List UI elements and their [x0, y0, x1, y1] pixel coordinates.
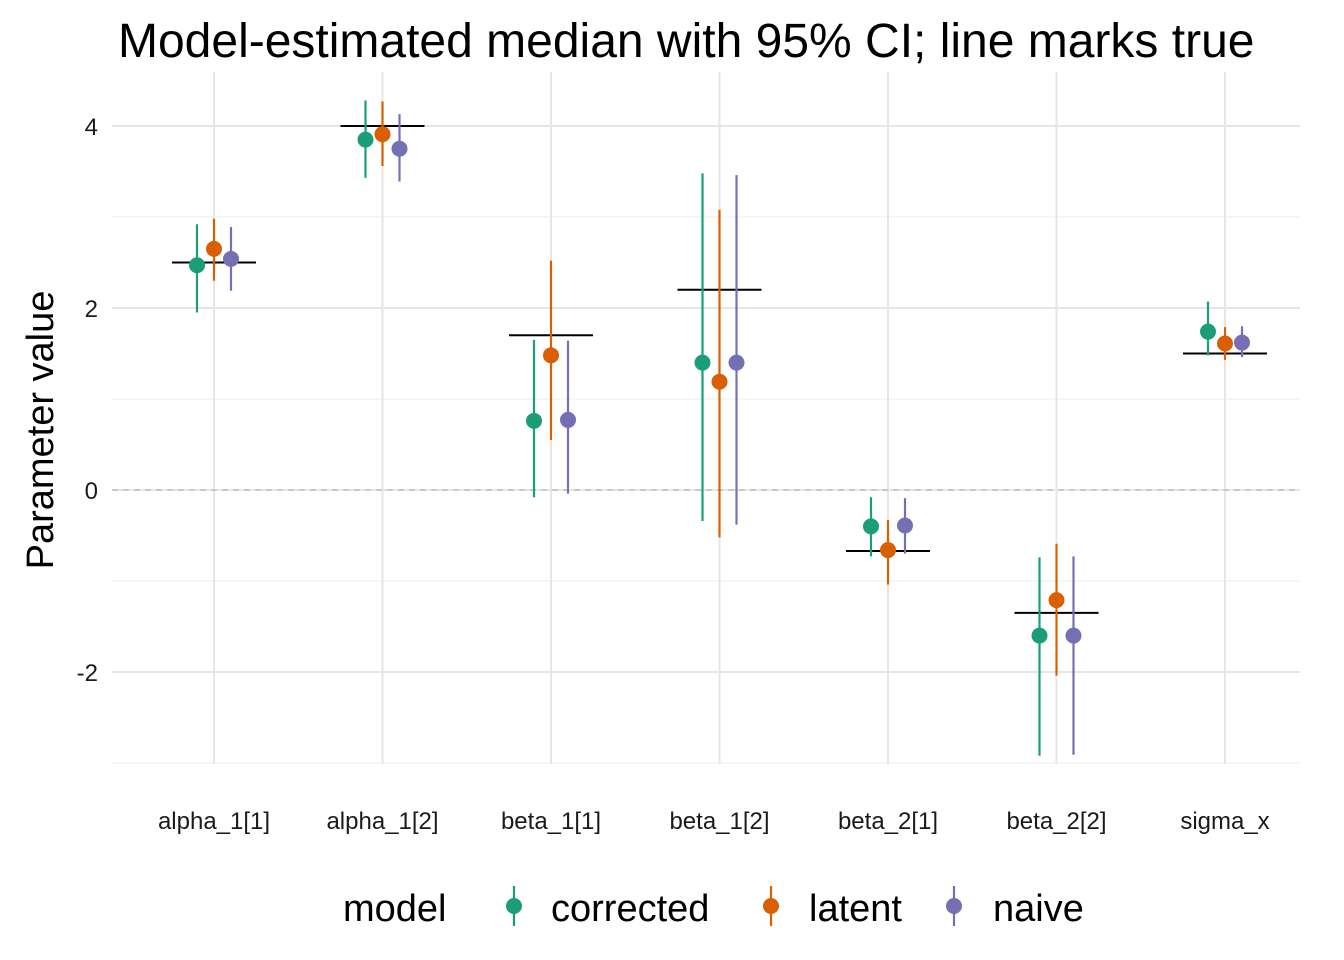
median-point-latent	[543, 347, 559, 364]
x-tick-label: alpha_1[1]	[158, 808, 270, 835]
median-point-corrected	[1031, 627, 1048, 644]
median-point-naive	[223, 250, 239, 267]
x-tick-label: sigma_x	[1180, 808, 1269, 835]
legend-title: model	[343, 888, 447, 930]
y-tick-label: 4	[85, 114, 98, 141]
legend-label-latent: latent	[809, 888, 902, 930]
x-tick-label: beta_1[1]	[501, 808, 601, 835]
y-tick-label: 2	[85, 296, 98, 323]
median-point-latent	[206, 240, 222, 257]
x-tick-label: alpha_1[2]	[326, 808, 438, 835]
legend-key-point-naive	[946, 898, 962, 914]
median-point-latent	[1217, 335, 1233, 352]
median-point-corrected	[694, 354, 711, 371]
median-point-latent	[1048, 592, 1065, 609]
median-point-corrected	[1200, 323, 1216, 340]
legend-key-point-latent	[763, 898, 779, 914]
legend-key-point-corrected	[506, 898, 522, 914]
median-point-corrected	[189, 257, 205, 274]
median-point-naive	[1065, 627, 1082, 644]
median-point-naive	[1234, 334, 1250, 351]
x-tick-labels: alpha_1[1] alpha_1[2] beta_1[1] beta_1[2] be…	[158, 808, 1270, 835]
grid-layer	[112, 72, 1300, 764]
point-layer	[189, 126, 1250, 644]
median-point-naive	[560, 411, 576, 428]
y-axis-title: Parameter value	[20, 291, 62, 570]
legend-label-corrected: corrected	[551, 888, 709, 930]
x-tick-label: beta_1[2]	[669, 808, 769, 835]
median-point-naive	[391, 140, 408, 157]
median-point-latent	[711, 373, 728, 390]
median-point-naive	[728, 354, 745, 371]
legend-label-naive: naive	[993, 888, 1084, 930]
legend: model corrected latent naive	[343, 886, 1084, 930]
median-point-corrected	[863, 518, 879, 535]
median-point-corrected	[357, 131, 374, 148]
chart-title: Model-estimated median with 95% CI; line…	[118, 15, 1255, 68]
y-tick-labels: -2 0 2 4	[77, 114, 98, 687]
median-point-latent	[880, 542, 896, 559]
median-point-corrected	[526, 412, 542, 429]
y-tick-label: 0	[85, 478, 98, 505]
y-tick-label: -2	[77, 660, 98, 687]
x-tick-label: beta_2[1]	[838, 808, 938, 835]
median-point-latent	[374, 126, 391, 143]
median-point-naive	[897, 517, 913, 534]
x-tick-label: beta_2[2]	[1006, 808, 1106, 835]
